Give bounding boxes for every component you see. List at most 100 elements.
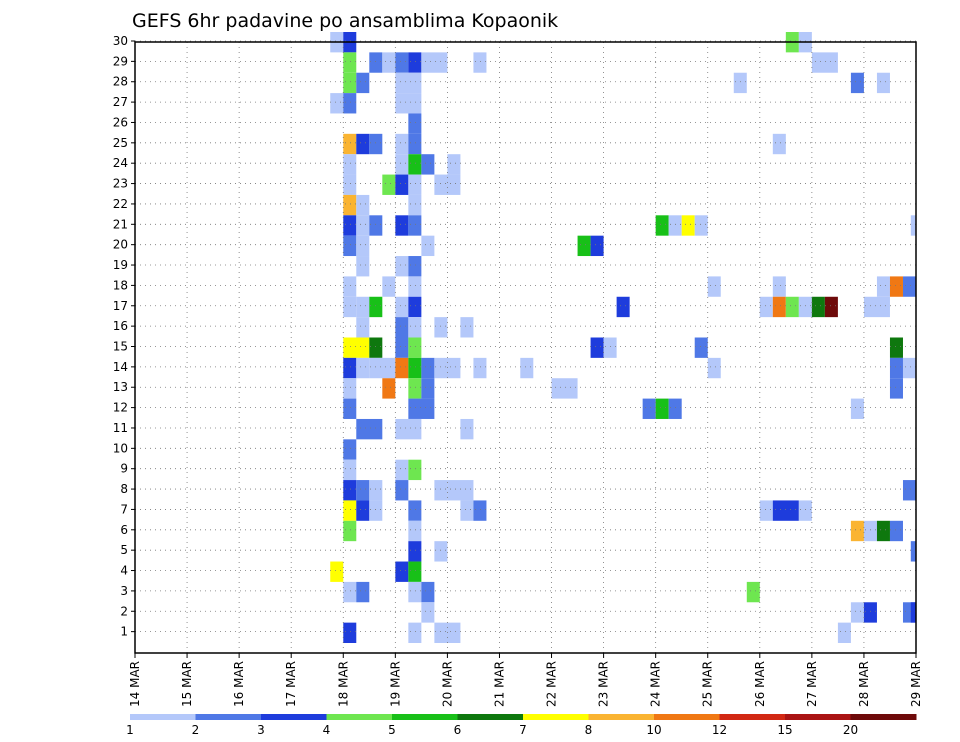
precip-cell-29-11 [811,52,838,73]
precip-cell-15-92 [889,337,903,358]
precip-cell-20-52 [356,235,370,257]
x-tick-label: 25 MAR [701,661,715,707]
colorbar-label: 10 [646,723,661,737]
precip-cell-19-58 [408,256,422,277]
precip-cell-29-9 [421,52,448,73]
precip-cell-6-142 [850,520,864,542]
precip-cell-15-85 [343,337,370,358]
y-tick-label: 27 [113,95,128,109]
precip-cell-12-114 [655,398,669,419]
precip-cell-16-82 [408,317,422,338]
precip-cell-21-49 [694,215,708,236]
colorbar-label: 7 [519,723,527,737]
precip-cell-8-130 [902,480,916,501]
precip-cell-17-76 [798,296,812,318]
y-tick-label: 14 [113,360,128,374]
precip-cell-24-29 [395,154,409,175]
precip-cell-19-56 [356,256,370,277]
precip-cell-28-13 [356,72,370,94]
y-tick-label: 13 [113,380,128,394]
precip-cell-10-120 [343,439,357,460]
y-tick-label: 3 [120,584,128,598]
precip-cell-24-32 [447,154,461,175]
precip-cell-9-121 [343,459,357,481]
precip-cell-17-71 [408,296,422,318]
precip-cell-8-129 [447,480,474,501]
precip-cell-13-110 [889,378,903,399]
precip-cell-21-43 [369,215,383,236]
x-axis-ticks: 14 MAR 15 MAR 16 MAR 17 MAR 18 MAR 19 MAR 20 M… [128,653,923,707]
precip-cell-29-4 [343,52,357,73]
plot-frame [134,41,917,654]
precip-cell-2-158 [850,602,864,623]
precip-cell-7-136 [473,500,487,521]
precip-cell-29-8 [408,52,422,73]
precip-cell-21-50 [910,215,916,236]
precip-cell-9-122 [395,459,409,481]
precip-cell-7-135 [460,500,474,521]
x-tick-label: 27 MAR [805,661,819,707]
precip-cell-27-19 [343,93,357,114]
precip-cells [330,32,916,643]
precip-cell-14-99 [434,357,461,379]
precip-cell-20-53 [421,235,435,257]
colorbar: 1 2 3 4 5 6 7 8 10 12 15 20 [126,714,917,737]
precip-cell-8-126 [369,480,383,501]
precip-cell-27-18 [330,93,344,114]
y-tick-label: 24 [113,156,128,170]
precip-cell-5-147 [434,541,448,562]
colorbar-swatch [588,714,655,720]
y-axis-ticks: 1234567891011121314151617181920212223242… [113,34,135,639]
precip-cell-5-148 [910,541,916,562]
precip-cell-1-162 [343,622,357,643]
precip-cell-12-113 [642,398,656,419]
precip-cell-23-35 [395,174,409,195]
precip-cell-8-125 [356,480,370,501]
y-tick-label: 2 [120,604,128,618]
precip-cell-6-143 [863,520,877,542]
precip-cell-29-10 [473,52,487,73]
precip-cell-3-155 [421,581,435,603]
precip-cell-1-163 [408,622,422,643]
y-tick-label: 8 [120,482,128,496]
precip-cell-18-65 [889,276,903,297]
y-tick-label: 10 [113,441,128,455]
precip-cell-7-137 [759,500,773,521]
y-tick-label: 21 [113,217,128,231]
precip-cell-18-60 [382,276,396,297]
precip-cell-15-89 [590,337,604,358]
precip-cell-22-39 [356,194,370,216]
precip-cell-25-25 [395,133,409,155]
precip-cell-4-149 [330,561,344,582]
precip-cell-5-146 [408,541,422,562]
precip-cell-7-134 [408,500,422,521]
y-tick-label: 9 [120,462,128,476]
colorbar-swatch [130,714,196,720]
precip-cell-23-37 [434,174,461,195]
x-tick-label: 19 MAR [388,661,402,707]
precip-cell-11-118 [395,418,422,440]
precip-cell-15-86 [369,337,383,358]
precip-cell-6-145 [889,520,903,542]
precip-cell-19-57 [395,256,409,277]
precip-cell-17-79 [863,296,890,318]
y-tick-label: 5 [120,543,128,557]
precip-cell-21-45 [408,215,422,236]
precip-cell-13-107 [408,378,422,399]
precip-cell-14-100 [473,357,487,379]
chart-title: GEFS 6hr padavine po ansamblima Kopaonik [132,10,558,32]
precip-cell-17-78 [824,296,838,318]
x-tick-label: 20 MAR [440,661,454,707]
precip-cell-14-102 [707,357,721,379]
precip-cell-14-98 [421,357,435,379]
precip-cell-14-96 [395,357,409,379]
precip-cell-17-72 [616,296,630,318]
precip-cell-2-157 [421,602,435,623]
colorbar-label: 4 [323,723,331,737]
precip-cell-8-128 [434,480,448,501]
x-tick-label: 28 MAR [857,661,871,707]
colorbar-swatch [654,714,720,720]
precip-cell-18-61 [408,276,422,297]
precip-cell-17-77 [811,296,825,318]
